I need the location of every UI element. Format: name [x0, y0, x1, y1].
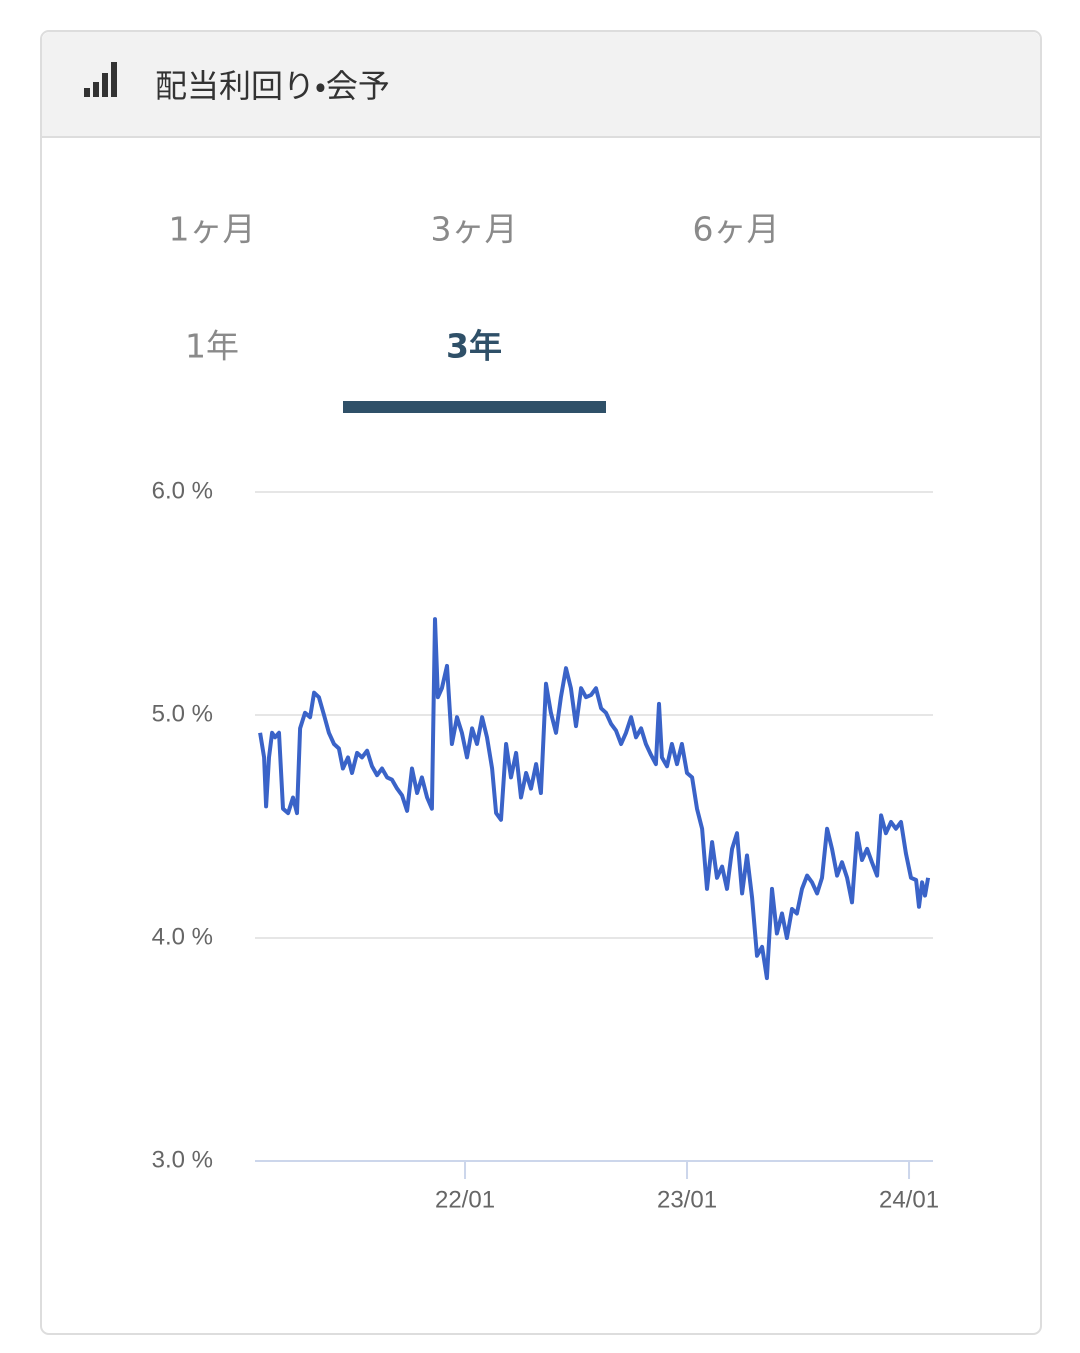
x-tick-label: 22/01 [435, 1186, 495, 1213]
card [40, 30, 1042, 1335]
x-tick-label: 24/01 [879, 1186, 939, 1213]
line-series [258, 617, 931, 981]
tab-indicator [343, 401, 606, 413]
tab-active[interactable]: 3年 [446, 327, 502, 366]
y-tick-label: 5.0 % [152, 700, 213, 727]
y-tick-label: 6.0 % [152, 477, 213, 504]
y-tick-label: 3.0 % [152, 1146, 213, 1173]
chart-icon [84, 62, 117, 97]
card-title: 配当利回り・会予 [155, 67, 390, 105]
tab[interactable]: 6ヶ月 [693, 210, 780, 249]
card-header [42, 31, 1040, 137]
y-tick-label: 4.0 % [152, 923, 213, 950]
tab[interactable]: 1ヶ月 [169, 210, 256, 249]
x-tick-label: 23/01 [657, 1186, 717, 1213]
tab[interactable]: 3ヶ月 [431, 210, 518, 249]
tab[interactable]: 1年 [185, 327, 239, 366]
